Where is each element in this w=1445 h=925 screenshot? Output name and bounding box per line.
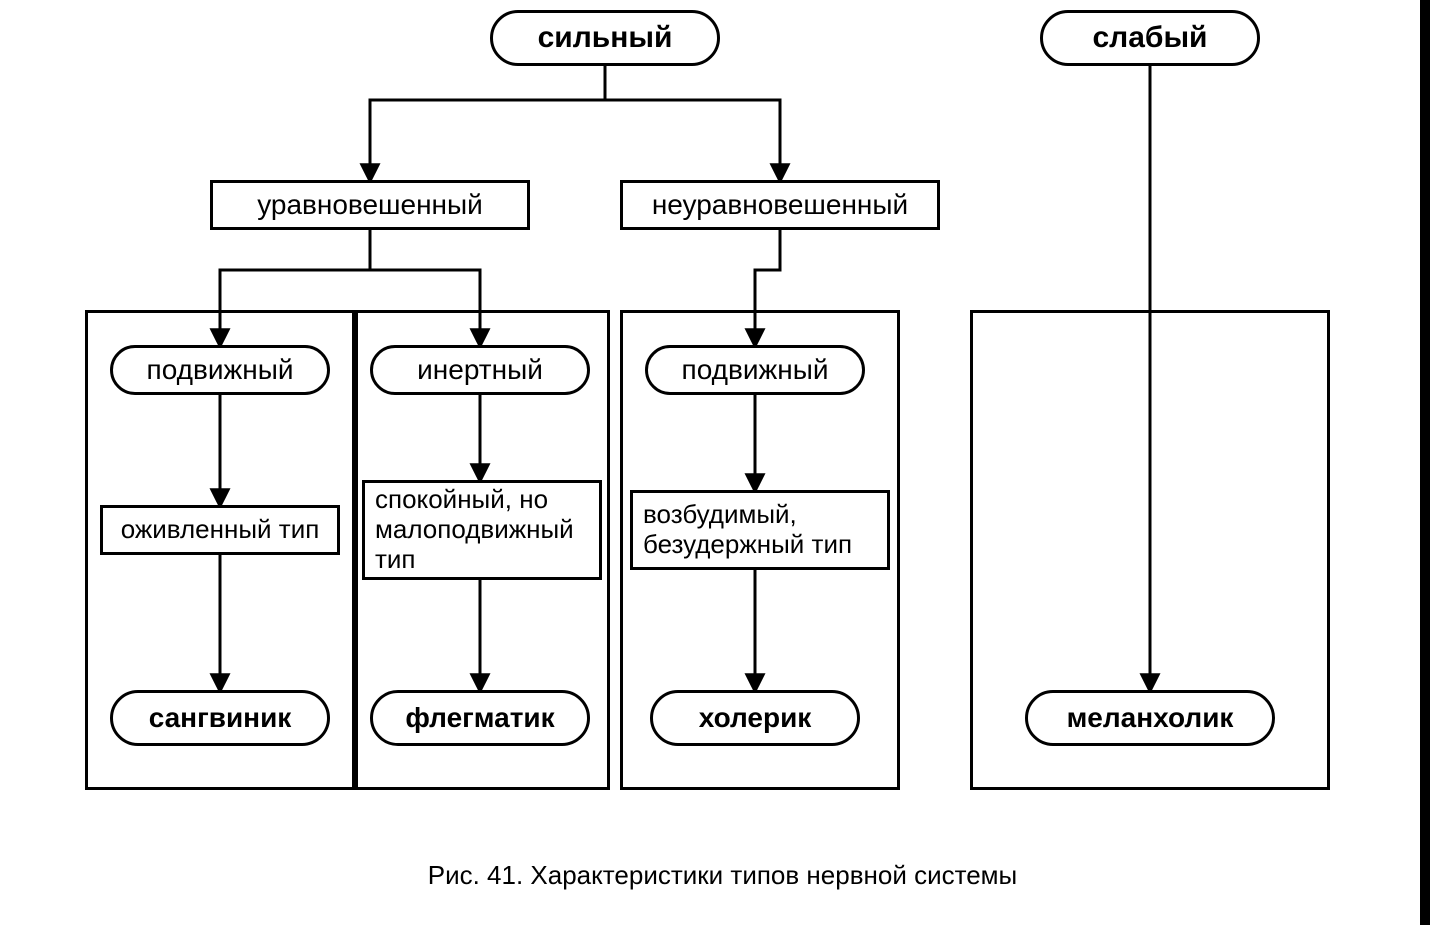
node-label: подвижный [147,354,294,386]
node-strong: сильный [490,10,720,66]
node-melancholic: меланхолик [1025,690,1275,746]
node-mobile-2: подвижный [645,345,865,395]
node-label: инертный [417,354,543,386]
node-label: спокойный, но малоподвижный тип [375,485,591,575]
node-label: холерик [699,702,812,734]
node-label: флегматик [405,702,554,734]
node-label: сангвиник [149,702,292,734]
figure-caption: Рис. 41. Характеристики типов нервной си… [0,860,1445,891]
node-phlegmatic: флегматик [370,690,590,746]
node-sanguine: сангвиник [110,690,330,746]
node-label: подвижный [682,354,829,386]
node-label: сильный [538,21,673,56]
node-label: меланхолик [1067,702,1234,734]
node-mobile-1: подвижный [110,345,330,395]
node-inert: инертный [370,345,590,395]
node-choleric: холерик [650,690,860,746]
node-label: слабый [1092,21,1207,56]
node-label: возбудимый, безудержный тип [643,500,879,560]
node-unbalanced: неуравновешенный [620,180,940,230]
page-right-border [1420,0,1430,925]
diagram-canvas: сильный слабый уравновешенный неуравнове… [0,0,1445,925]
node-label: уравновешенный [257,189,483,221]
node-type-lively: оживленный тип [100,505,340,555]
node-label: оживленный тип [121,515,320,545]
node-label: неуравновешенный [652,189,908,221]
node-weak: слабый [1040,10,1260,66]
node-type-calm: спокойный, но малоподвижный тип [362,480,602,580]
node-balanced: уравновешенный [210,180,530,230]
node-type-excitable: возбудимый, безудержный тип [630,490,890,570]
caption-text: Рис. 41. Характеристики типов нервной си… [428,860,1018,890]
